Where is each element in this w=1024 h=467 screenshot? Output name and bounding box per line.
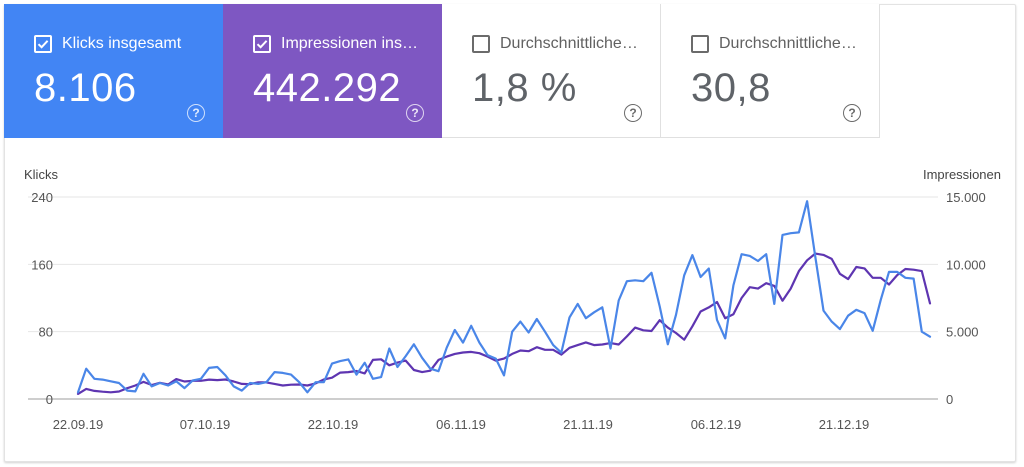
card-average-position-header: Durchschnittliche… [691,35,857,53]
help-icon[interactable]: ? [187,104,205,122]
help-icon[interactable]: ? [624,104,642,122]
help-icon[interactable]: ? [406,104,424,122]
metric-cards: Klicks insgesamt 8.106 ? Impressionen in… [4,4,1016,138]
checkbox-unchecked-icon[interactable] [472,35,490,53]
card-total-impressions-header: Impressionen ins… [253,35,418,53]
card-average-ctr-label: Durchschnittliche… [500,35,638,52]
checkbox-checked-icon[interactable] [34,35,52,53]
card-average-ctr-value: 1,8 % [472,66,577,110]
card-total-impressions[interactable]: Impressionen ins… 442.292 ? [223,4,442,138]
card-average-ctr[interactable]: Durchschnittliche… 1,8 % ? [442,4,661,138]
card-total-impressions-label: Impressionen ins… [281,35,418,52]
card-total-clicks-value: 8.106 [34,66,137,110]
card-average-ctr-header: Durchschnittliche… [472,35,638,53]
card-average-position-label: Durchschnittliche… [719,35,857,52]
card-total-clicks-label: Klicks insgesamt [62,35,182,52]
card-total-clicks[interactable]: Klicks insgesamt 8.106 ? [4,4,223,138]
card-total-clicks-header: Klicks insgesamt [34,35,181,53]
card-total-impressions-value: 442.292 [253,66,402,110]
card-average-position-value: 30,8 [691,66,771,110]
help-icon[interactable]: ? [843,104,861,122]
checkbox-checked-icon[interactable] [253,35,271,53]
checkbox-unchecked-icon[interactable] [691,35,709,53]
card-average-position[interactable]: Durchschnittliche… 30,8 ? [661,4,880,138]
